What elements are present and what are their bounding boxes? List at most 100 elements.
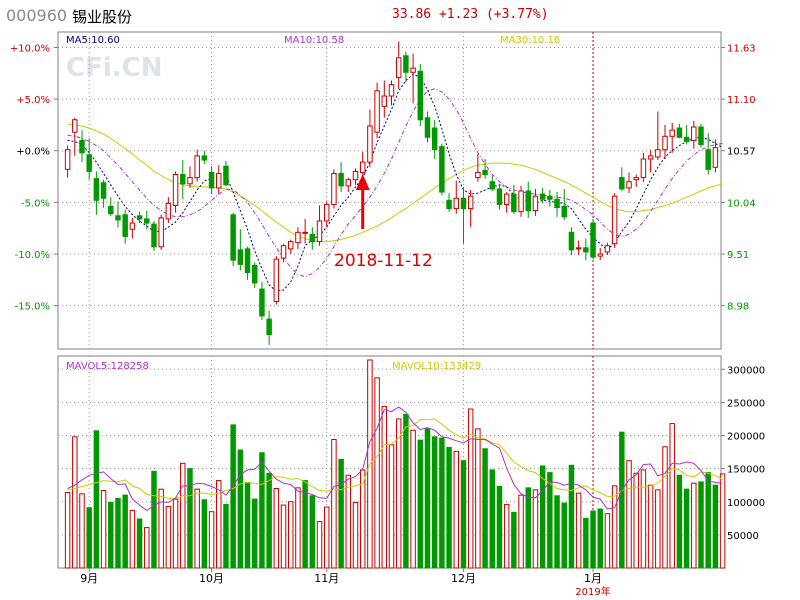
candle <box>367 109 373 168</box>
price-tick-label: 8.98 <box>727 302 749 313</box>
candle-body <box>93 178 100 201</box>
candle <box>691 120 697 149</box>
candle <box>431 119 438 160</box>
candle <box>597 247 603 261</box>
volume-bar <box>460 460 467 569</box>
volume-bar <box>72 436 78 569</box>
volume-bar <box>604 513 611 569</box>
candle-body <box>316 220 323 243</box>
candle-body <box>655 149 661 158</box>
volume-bar <box>511 511 517 569</box>
pct-tick-label: +5.0% <box>16 95 50 106</box>
candle-body <box>151 223 157 248</box>
candle-body <box>640 158 647 179</box>
candle <box>165 197 172 224</box>
candle <box>460 186 467 244</box>
candle <box>115 201 121 228</box>
volume-bar <box>79 493 85 569</box>
volume-bar <box>431 436 438 569</box>
candle <box>345 177 352 193</box>
candle <box>403 51 409 83</box>
volume-bar <box>374 377 380 569</box>
volume-bar <box>640 469 647 569</box>
volume-bar <box>395 418 402 569</box>
candle-body <box>489 181 496 190</box>
volume-bar <box>705 472 711 569</box>
candle <box>655 111 661 161</box>
candle-body <box>309 233 316 243</box>
candle <box>280 243 287 263</box>
candle-body <box>323 203 330 222</box>
candle <box>467 189 474 228</box>
candle <box>604 242 611 256</box>
volume-bar <box>554 495 560 569</box>
candle <box>100 179 107 208</box>
volume-bar <box>273 488 280 569</box>
volume-bar <box>230 424 236 569</box>
candle-body <box>532 195 539 212</box>
candle <box>338 162 344 193</box>
candle-body <box>611 195 618 245</box>
candle <box>662 124 668 160</box>
candle-body <box>136 215 143 220</box>
volume-bar <box>64 491 71 569</box>
candle <box>266 310 272 345</box>
volume-bar <box>345 474 352 569</box>
candle <box>374 82 380 139</box>
candle-body <box>208 171 215 189</box>
candle <box>323 201 330 228</box>
candle <box>302 218 308 244</box>
volume-bar <box>338 458 344 569</box>
candle <box>446 193 452 212</box>
candle <box>683 124 690 145</box>
price-tick-label: 10.57 <box>727 147 756 158</box>
mavol10-legend: MAVOL10:133429 <box>392 361 481 372</box>
candle-body <box>403 55 409 73</box>
volume-tick-label: 50000 <box>727 531 759 542</box>
candle-body <box>712 147 719 168</box>
candle <box>647 149 654 173</box>
price-frame-border <box>57 31 722 350</box>
candle <box>676 123 683 139</box>
stock-name: 锡业股份 <box>72 8 133 26</box>
volume-bar <box>259 452 265 569</box>
volume-tick-label: 300000 <box>727 365 765 376</box>
candle-body <box>691 126 697 141</box>
candle <box>122 209 128 244</box>
volume-bar <box>201 499 208 569</box>
candle <box>93 171 100 215</box>
mavol5-legend: MAVOL5:128258 <box>66 361 149 372</box>
volume-bar <box>683 488 690 569</box>
volume-tick-label: 200000 <box>727 432 765 443</box>
year-label: 2019年 <box>575 585 610 598</box>
candle <box>395 41 402 89</box>
candle <box>180 160 186 200</box>
candle-body <box>374 90 380 133</box>
candle <box>64 145 71 178</box>
volume-bar <box>676 474 683 569</box>
volume-bar <box>280 504 287 569</box>
candle <box>259 281 265 321</box>
candle-body <box>417 70 424 121</box>
candle-body <box>619 177 625 190</box>
volume-bar <box>453 450 460 569</box>
volume-bar <box>194 488 200 569</box>
watermark: CFi.CN <box>66 53 162 83</box>
ma30-legend: MA30:10.16 <box>500 35 560 46</box>
candle-body <box>669 129 675 137</box>
candle <box>273 256 280 305</box>
pct-tick-label: -5.0% <box>21 198 50 209</box>
candle <box>547 189 553 207</box>
volume-bar <box>151 470 157 569</box>
volume-bar <box>669 423 675 569</box>
volume-bar <box>568 464 575 569</box>
candle-body <box>460 197 467 210</box>
candle <box>244 246 251 280</box>
candle-body <box>108 206 114 215</box>
candle <box>216 165 222 195</box>
candle-body <box>604 245 611 253</box>
pct-tick-label: +0.0% <box>16 147 50 158</box>
stock-code: 000960 <box>6 6 68 25</box>
candle <box>144 210 150 230</box>
